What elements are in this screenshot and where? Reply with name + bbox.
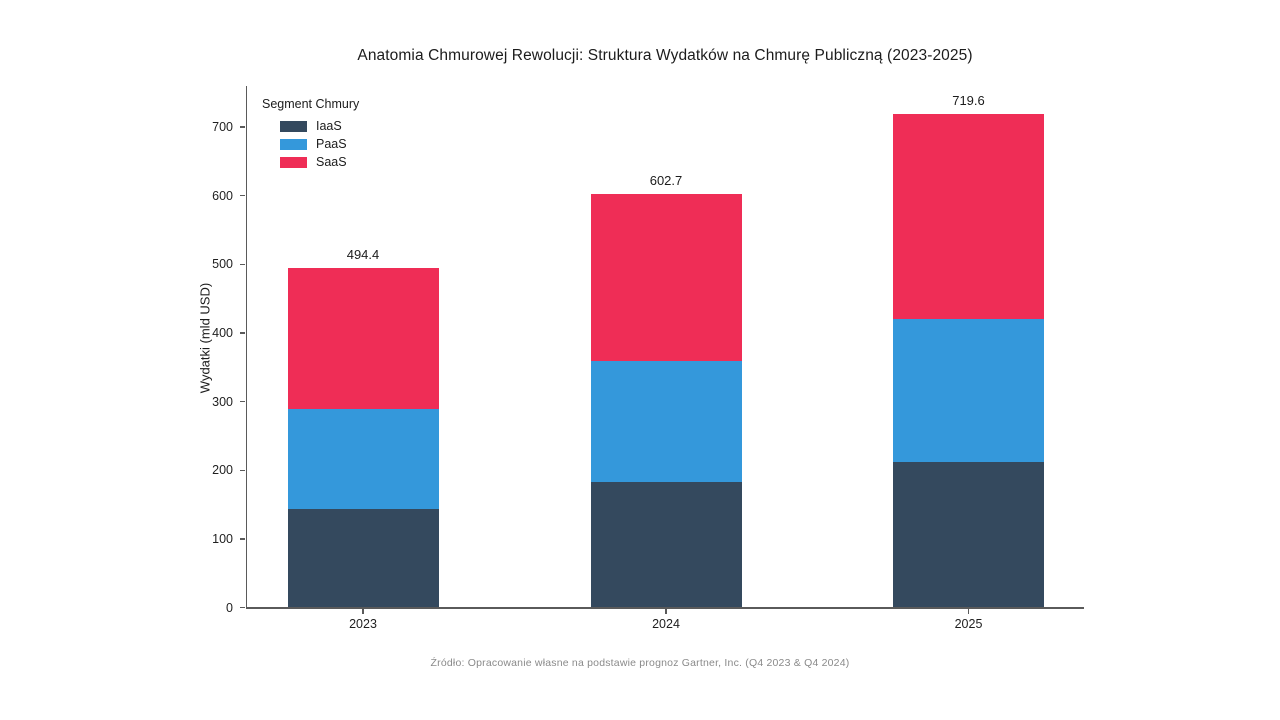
x-tick-mark xyxy=(967,608,970,614)
bar-segment-paas-2023 xyxy=(287,408,439,509)
bar-total-label: 719.6 xyxy=(952,92,985,108)
bar-segment-iaas-2024 xyxy=(590,482,742,608)
legend-label: IaaS xyxy=(316,119,342,133)
y-tick-label: 700 xyxy=(212,120,233,135)
legend-item-saas: SaaS xyxy=(262,153,359,171)
legend-swatch-icon xyxy=(280,138,307,150)
y-tick-label: 100 xyxy=(212,531,233,546)
bar-segment-paas-2025 xyxy=(893,318,1044,463)
y-tick-mark xyxy=(240,606,245,609)
y-tick-mark xyxy=(240,263,245,265)
x-tick-mark xyxy=(665,608,667,614)
y-tick-label: 400 xyxy=(212,325,233,340)
bar-segment-paas-2024 xyxy=(590,361,742,483)
bar-segment-saas-2024 xyxy=(590,193,742,362)
y-tick-mark xyxy=(240,194,245,197)
bar-segment-saas-2025 xyxy=(893,113,1044,319)
x-axis-spine xyxy=(245,607,1084,609)
legend: Segment Chmury IaaS PaaS SaaS xyxy=(262,97,359,171)
x-tick-label: 2023 xyxy=(349,617,377,631)
legend-label: PaaS xyxy=(316,137,347,151)
legend-title: Segment Chmury xyxy=(262,97,360,111)
bar-segment-saas-2023 xyxy=(287,268,439,409)
y-tick-mark xyxy=(240,126,245,128)
legend-item-paas: PaaS xyxy=(262,135,359,153)
y-tick-label: 600 xyxy=(212,188,233,203)
x-tick-label: 2024 xyxy=(652,617,680,631)
bar-total-label: 602.7 xyxy=(649,172,683,188)
y-tick-mark xyxy=(240,332,245,334)
legend-item-iaas: IaaS xyxy=(262,117,359,135)
x-tick-mark xyxy=(362,608,364,614)
bar-segment-iaas-2025 xyxy=(893,462,1044,608)
y-tick-label: 500 xyxy=(212,257,233,272)
y-tick-label: 0 xyxy=(226,600,233,615)
y-tick-label: 300 xyxy=(212,394,233,409)
x-tick-label: 2025 xyxy=(954,617,983,631)
legend-swatch-icon xyxy=(280,156,307,168)
legend-rows: IaaS PaaS SaaS xyxy=(262,117,359,171)
legend-label: SaaS xyxy=(316,155,347,169)
y-tick-mark xyxy=(240,469,245,471)
source-note: Źródło: Opracowanie własne na podstawie … xyxy=(430,657,850,669)
bar-total-label: 494.4 xyxy=(346,247,380,263)
y-tick-mark xyxy=(240,400,245,403)
bar-segment-iaas-2023 xyxy=(287,508,439,608)
y-tick-label: 200 xyxy=(212,463,233,478)
y-tick-mark xyxy=(240,538,245,540)
legend-swatch-icon xyxy=(280,120,307,132)
y-axis-spine xyxy=(245,86,247,608)
chart-title: Anatomia Chmurowej Rewolucji: Struktura … xyxy=(357,47,973,64)
